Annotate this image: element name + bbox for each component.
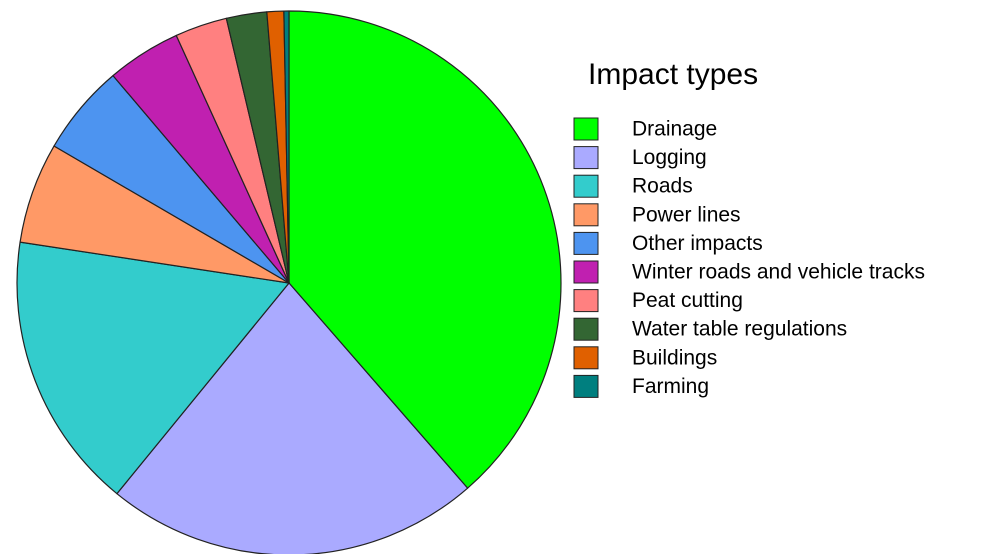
legend-label: Winter roads and vehicle tracks bbox=[632, 261, 925, 284]
pie-slice bbox=[283, 10, 290, 284]
legend-label: Power lines bbox=[632, 203, 741, 226]
legend-swatch bbox=[573, 117, 599, 141]
legend-swatch bbox=[573, 146, 599, 170]
legend-swatch bbox=[573, 174, 599, 198]
legend-title: Impact types bbox=[588, 58, 758, 91]
legend-label: Peat cutting bbox=[632, 289, 743, 312]
legend-label: Farming bbox=[632, 375, 709, 398]
legend-swatch bbox=[573, 260, 599, 284]
legend-swatch bbox=[573, 231, 599, 255]
legend-label: Water table regulations bbox=[632, 318, 847, 341]
legend-label: Buildings bbox=[632, 346, 717, 369]
legend-swatch bbox=[573, 203, 599, 227]
legend-swatch bbox=[573, 346, 599, 370]
legend-swatch bbox=[573, 374, 599, 398]
legend-swatch bbox=[573, 289, 599, 313]
legend-swatch bbox=[573, 317, 599, 341]
legend-label: Logging bbox=[632, 146, 707, 169]
pie-slice bbox=[16, 241, 290, 495]
legend-label: Roads bbox=[632, 175, 693, 198]
pie-slice bbox=[288, 10, 562, 489]
legend-label: Drainage bbox=[632, 118, 717, 141]
legend-label: Other impacts bbox=[632, 232, 763, 255]
pie-slice bbox=[116, 282, 469, 554]
